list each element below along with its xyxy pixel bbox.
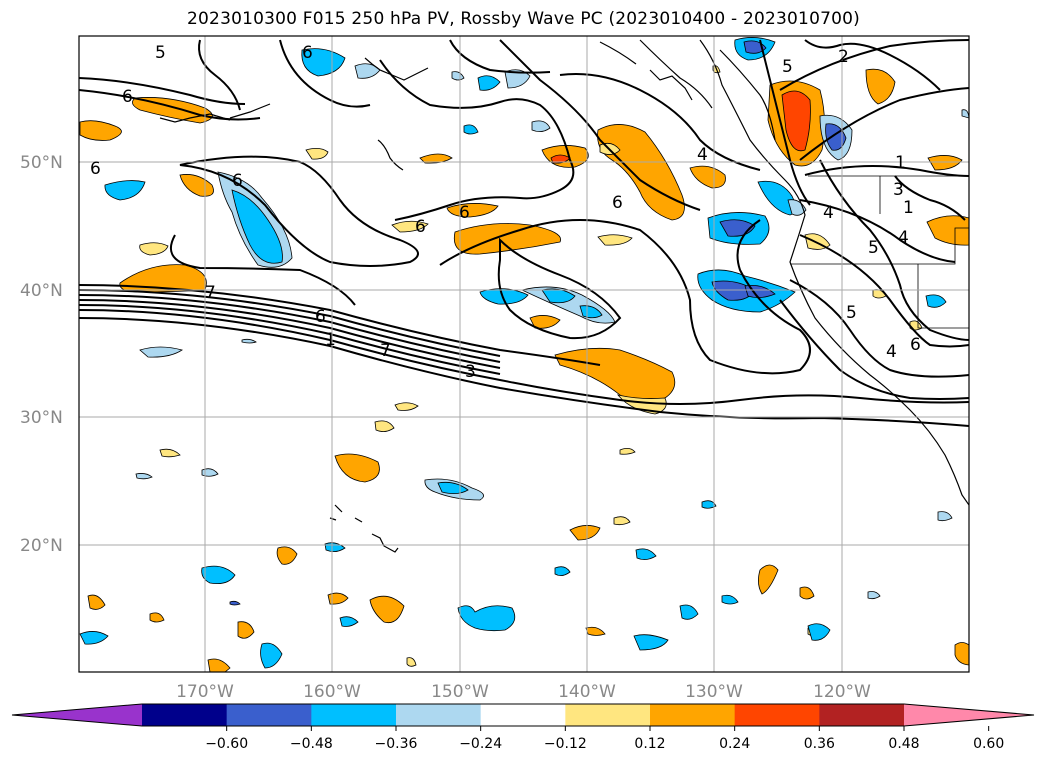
contour-label: 1 xyxy=(325,330,336,350)
colorbar-tick-label: 0.48 xyxy=(888,736,919,752)
contour-label: 6 xyxy=(122,87,133,107)
colorbar-bin xyxy=(650,704,736,726)
colorbar-tick-label: 0.36 xyxy=(804,736,835,752)
colorbar-min-extension xyxy=(12,704,142,726)
contour-label: 7 xyxy=(380,341,391,361)
lat-label: 20°N xyxy=(20,536,63,556)
contour-label: 4 xyxy=(886,342,897,362)
colorbar-tick-label: −0.48 xyxy=(290,736,333,752)
colorbar-bin xyxy=(565,704,651,726)
colorbar-tick-label: −0.24 xyxy=(459,736,502,752)
figure-title: 2023010300 F015 250 hPa PV, Rossby Wave … xyxy=(187,9,860,29)
colorbar: −0.60 −0.48 −0.36 −0.24 −0.12 0.12 0.24 0.36 0.4… xyxy=(11,703,1035,752)
colorbar-outline xyxy=(11,703,1035,727)
colorbar-bin xyxy=(226,704,312,726)
lat-label: 50°N xyxy=(20,153,63,173)
colorbar-bin xyxy=(734,704,820,726)
colorbar-max-extension xyxy=(904,704,1034,726)
lon-label: 140°W xyxy=(558,682,616,702)
contour-label: 1 xyxy=(903,198,914,218)
contour-label: 5 xyxy=(155,43,166,63)
contour-label: 6 xyxy=(90,159,101,179)
colorbar-bin xyxy=(480,704,566,726)
latitude-labels: 50°N 40°N 30°N 20°N xyxy=(20,153,63,556)
graticule xyxy=(79,36,969,672)
map-frame xyxy=(78,35,970,673)
colorbar-tick-label: −0.36 xyxy=(375,736,418,752)
colorbar-bin xyxy=(819,704,905,726)
contour-label: 6 xyxy=(459,203,470,223)
contour-label: 6 xyxy=(612,193,623,213)
longitude-labels: 170°W 160°W 150°W 140°W 130°W 120°W xyxy=(176,682,871,702)
contour-label: 7 xyxy=(205,283,216,303)
contour-label: 5 xyxy=(782,57,793,77)
pv-contours xyxy=(79,39,969,427)
contour-label: 4 xyxy=(697,145,708,165)
lat-label: 30°N xyxy=(20,408,63,428)
colorbar-bin xyxy=(311,704,397,726)
coastlines xyxy=(159,39,969,553)
colorbar-bin xyxy=(396,704,482,726)
lon-label: 160°W xyxy=(303,682,361,702)
contour-label: 6 xyxy=(415,217,426,237)
positive-anomaly-shading xyxy=(79,65,969,672)
colorbar-tick-label: 0.60 xyxy=(973,736,1004,752)
contour-label: 6 xyxy=(302,43,313,63)
contour-label: 6 xyxy=(910,335,921,355)
contour-label: 4 xyxy=(823,203,834,223)
contour-label: 6 xyxy=(232,171,243,191)
contour-labels: 5 6 6 6 7 6 1 7 3 6 6 6 6 4 5 2 1 4 5 4 … xyxy=(90,43,921,382)
lon-label: 130°W xyxy=(685,682,743,702)
colorbar-tick-label: 0.24 xyxy=(719,736,750,752)
contour-label: 2 xyxy=(838,47,849,67)
contour-label: 5 xyxy=(846,303,857,323)
colorbar-tick-label: −0.60 xyxy=(205,736,248,752)
contour-label: 4 xyxy=(898,228,909,248)
contour-label: 1 xyxy=(895,153,906,173)
colorbar-tick-label: −0.12 xyxy=(544,736,587,752)
lat-label: 40°N xyxy=(20,281,63,301)
contour-label: 6 xyxy=(315,307,326,327)
lon-label: 150°W xyxy=(431,682,489,702)
boundaries xyxy=(790,175,969,329)
lon-label: 120°W xyxy=(813,682,871,702)
colorbar-tick-label: 0.12 xyxy=(634,736,665,752)
contour-label: 3 xyxy=(465,362,476,382)
contour-label: 5 xyxy=(868,238,879,258)
lon-label: 170°W xyxy=(176,682,234,702)
contour-label: 3 xyxy=(893,180,904,200)
colorbar-bin xyxy=(142,704,228,726)
